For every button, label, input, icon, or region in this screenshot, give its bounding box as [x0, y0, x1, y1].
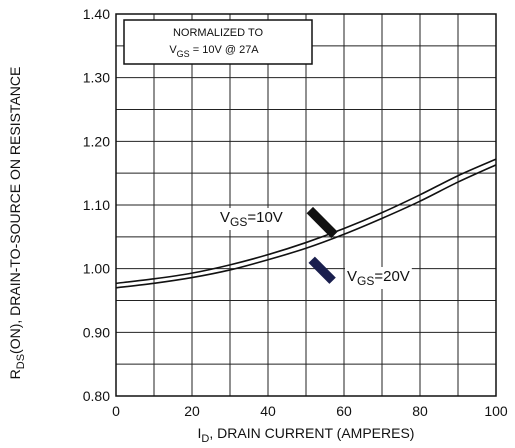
- x-tick-label: 0: [112, 403, 120, 419]
- y-tick-label: 1.20: [83, 133, 110, 149]
- y-tick-label: 1.10: [83, 197, 110, 213]
- plot-frame: [115, 13, 497, 397]
- series-line-1: [115, 164, 497, 289]
- series-line-0: [115, 158, 497, 285]
- y-tick-label: 1.40: [83, 6, 110, 22]
- annotation-line1: NORMALIZED TO: [173, 27, 263, 39]
- label-background: [218, 208, 285, 230]
- tick-labels: 0 20 40 60 80 100 0.80 0.90 1.00 1.10 1.20 1.30 1.40: [83, 6, 508, 419]
- x-tick-label: 60: [336, 403, 352, 419]
- x-tick-label: 20: [184, 403, 200, 419]
- x-tick-label: 80: [412, 403, 428, 419]
- annotation-rest: = 10V @ 27A: [190, 44, 260, 56]
- y-tick-label: 0.90: [83, 324, 110, 340]
- series-pointer-vgs-20v: [308, 256, 336, 284]
- curves: [115, 158, 497, 289]
- series-pointer-vgs-10v: [306, 206, 338, 239]
- x-tick-label: 40: [260, 403, 276, 419]
- series-markers: [306, 206, 338, 284]
- y-tick-label: 1.00: [83, 261, 110, 277]
- annotation-box: [123, 19, 313, 65]
- grid: [115, 13, 497, 397]
- annotation-sub: GS: [177, 49, 190, 59]
- label-background: [345, 267, 412, 289]
- annotation-line2: VGS = 10V @ 27A: [169, 44, 259, 59]
- series-label-vgs-10v: VGS=10V: [220, 209, 283, 229]
- y-axis-label: RDS(ON), DRAIN-TO-SOURCE ON RESISTANCE: [7, 67, 27, 380]
- series-label-vgs-20v: VGS=20V: [347, 268, 410, 288]
- x-tick-label: 100: [484, 403, 508, 419]
- y-tick-label: 1.30: [83, 70, 110, 86]
- annotation-v: V: [169, 44, 177, 56]
- x-axis-label: ID, DRAIN CURRENT (AMPERES): [198, 425, 415, 445]
- y-tick-label: 0.80: [83, 388, 110, 404]
